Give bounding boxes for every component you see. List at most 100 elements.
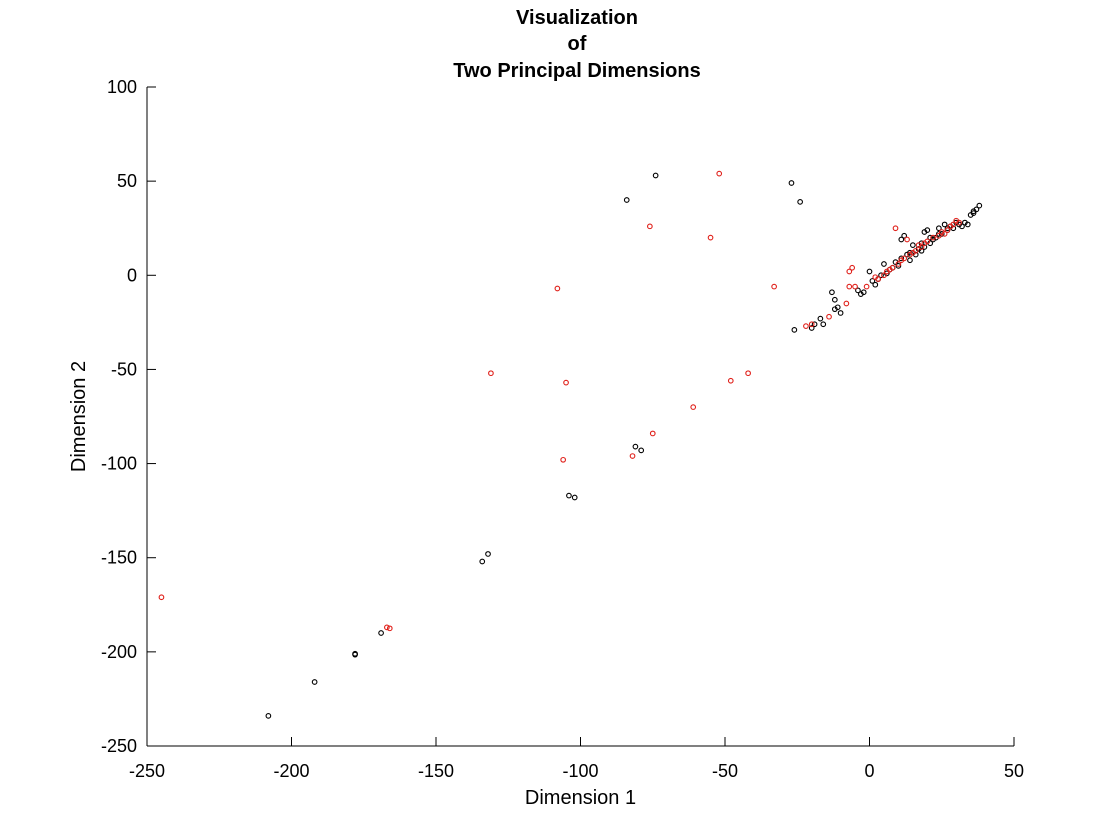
data-point-red	[771, 283, 777, 290]
data-point-black	[311, 679, 318, 685]
data-point-red	[560, 456, 567, 463]
data-point-red	[950, 221, 957, 228]
y-tick-label: -100	[101, 454, 137, 474]
data-point-red	[881, 272, 887, 279]
y-tick-label: -250	[101, 736, 137, 756]
data-point-red	[901, 255, 908, 262]
data-point-black	[829, 289, 835, 296]
data-point-red	[629, 453, 636, 459]
data-point-red	[863, 283, 870, 290]
data-point-red	[941, 231, 948, 237]
y-tick-label: -200	[101, 642, 137, 662]
y-tick-label: -50	[111, 359, 137, 379]
data-point-black	[872, 281, 879, 288]
data-point-black	[820, 321, 827, 328]
y-tick-label: -150	[101, 548, 137, 568]
x-tick-label: -200	[273, 761, 309, 781]
data-point-black	[638, 447, 645, 454]
data-point-red	[846, 283, 853, 290]
data-point-red	[912, 247, 919, 254]
data-point-black	[936, 225, 942, 232]
data-point-red	[843, 300, 850, 307]
data-point-red	[707, 234, 714, 241]
data-point-black	[837, 310, 844, 316]
data-point-black	[898, 255, 905, 262]
data-point-black	[907, 257, 913, 264]
data-point-black	[866, 268, 873, 275]
data-point-red	[892, 225, 899, 232]
data-point-black	[265, 713, 272, 719]
data-point-red	[716, 170, 723, 177]
data-point-black	[927, 234, 934, 241]
data-point-red	[849, 264, 856, 271]
data-point-red	[488, 370, 494, 377]
data-point-red	[904, 236, 910, 243]
data-point-red	[649, 430, 656, 437]
data-point-black	[817, 315, 824, 322]
data-point-black	[907, 249, 913, 256]
data-point-black	[831, 296, 838, 303]
y-axis-label: Dimension 2	[68, 361, 90, 472]
data-point-black	[895, 263, 902, 269]
data-point-black	[869, 278, 876, 284]
x-axis-ticks: -250 -200 -150 -100 -50 0 50	[129, 737, 1024, 781]
data-point-red	[936, 232, 942, 239]
data-point-red	[803, 323, 809, 329]
data-point-red	[690, 404, 697, 410]
data-point-black	[973, 206, 980, 213]
x-tick-label: -100	[562, 761, 598, 781]
x-tick-label: 0	[864, 761, 874, 781]
data-point-red	[384, 624, 390, 631]
data-points	[158, 170, 983, 719]
data-point-black	[970, 210, 977, 217]
data-point-red	[918, 244, 925, 250]
data-point-black	[834, 304, 841, 311]
data-point-red	[895, 261, 902, 267]
data-point-red	[745, 370, 751, 377]
chart-title-line: Visualization	[516, 7, 638, 29]
x-tick-label: 50	[1004, 761, 1024, 781]
axes	[146, 87, 1014, 747]
data-point-red	[647, 223, 653, 230]
data-point-black	[909, 242, 916, 249]
data-point-black	[378, 630, 384, 636]
data-point-black	[959, 223, 965, 230]
data-point-black	[855, 287, 861, 294]
data-point-red	[875, 276, 882, 282]
data-point-black	[352, 651, 358, 658]
data-point-red	[563, 379, 569, 386]
data-point-red	[846, 268, 853, 275]
chart-title-line: of	[568, 33, 587, 55]
x-tick-label: -250	[129, 761, 165, 781]
data-point-black	[632, 443, 639, 450]
data-point-red	[930, 234, 936, 241]
data-point-black	[918, 247, 925, 254]
chart-title-line: Two Principal Dimensions	[453, 60, 700, 82]
data-point-black	[941, 221, 948, 228]
data-point-black	[860, 289, 867, 296]
data-point-black	[964, 221, 971, 228]
data-point-red	[826, 313, 832, 320]
data-point-red	[386, 625, 393, 632]
y-tick-label: 50	[117, 171, 137, 191]
data-point-black	[566, 492, 572, 499]
data-point-red	[944, 227, 951, 233]
data-point-black	[485, 551, 491, 557]
y-tick-label: 0	[127, 265, 137, 285]
data-point-red	[889, 264, 896, 271]
x-tick-label: -50	[712, 761, 738, 781]
data-point-red	[924, 238, 931, 245]
data-point-red	[158, 594, 165, 601]
data-point-red	[727, 377, 734, 384]
data-point-black	[623, 197, 630, 203]
data-point-black	[571, 494, 578, 501]
y-axis-ticks: -250 -200 -150 -100 -50 0 50 100	[101, 77, 156, 756]
chart-title: Visualization of Two Principal Dimensions	[453, 7, 700, 82]
y-tick-label: 100	[107, 77, 137, 97]
x-axis-label: Dimension 1	[525, 787, 636, 809]
x-tick-label: -150	[418, 761, 454, 781]
data-point-black	[898, 236, 905, 243]
data-point-black	[788, 180, 795, 186]
data-point-red	[852, 283, 858, 290]
